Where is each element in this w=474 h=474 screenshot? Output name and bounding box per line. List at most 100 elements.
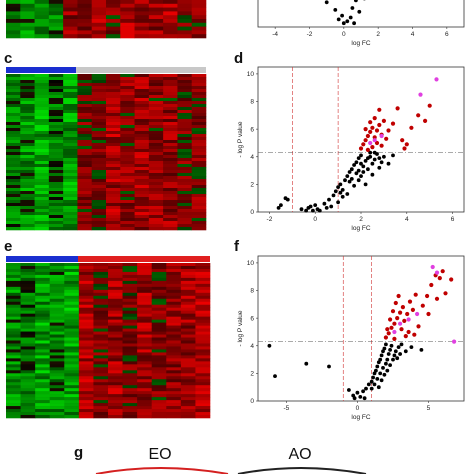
point-not-significant [378, 357, 383, 362]
heatmap-cell [106, 173, 121, 177]
heatmap-cell [195, 364, 211, 368]
heatmap-cell [78, 361, 94, 365]
heatmap-cell [108, 337, 123, 341]
heatmap-cell [137, 391, 153, 395]
heatmap-cell [20, 361, 36, 365]
heatmap-cell [20, 367, 36, 371]
heatmap-cell [122, 301, 138, 306]
heatmap-cell [20, 358, 36, 362]
heatmap-cell [163, 116, 178, 120]
heatmap-cell [151, 334, 167, 338]
heatmap-cell [49, 263, 65, 267]
heatmap-cell [120, 19, 135, 24]
heatmap-cell [49, 301, 65, 306]
heatmap-cell [148, 209, 164, 213]
heatmap-cell [93, 370, 109, 374]
point-not-significant [358, 395, 363, 399]
heatmap-cell [48, 15, 64, 20]
heatmap-cell [177, 215, 193, 219]
heatmap-cell [20, 310, 36, 314]
heatmap-cell [195, 307, 211, 311]
heatmap-cell [134, 170, 150, 174]
heatmap-cell [77, 34, 93, 39]
heatmap-cell [191, 149, 207, 153]
y-tick-label: 8 [250, 288, 254, 295]
heatmap-cell [151, 352, 167, 356]
heatmap-cell [48, 137, 64, 141]
heatmap-cell [108, 263, 123, 267]
heatmap-cell [180, 322, 196, 326]
heatmap-cell [106, 227, 121, 231]
heatmap-cell [166, 325, 182, 329]
heatmap-cell [6, 403, 21, 407]
point-not-significant [352, 163, 356, 167]
heatmap-cell [148, 134, 164, 138]
heatmap-cell [64, 379, 80, 383]
heatmap-c-group-bar-ao [76, 67, 206, 73]
heatmap-cell [91, 125, 107, 129]
point-significant [409, 125, 414, 130]
heatmap-cell [134, 188, 150, 192]
heatmap-cell [91, 143, 107, 147]
heatmap-cell [6, 289, 21, 294]
point-significant [395, 316, 400, 321]
heatmap-cell [195, 316, 211, 320]
heatmap-cell [20, 403, 36, 407]
heatmap-cell [191, 125, 207, 129]
heatmap-cell [148, 194, 164, 198]
heatmap-cell [64, 385, 80, 389]
heatmap-cell [163, 89, 178, 93]
heatmap-cell [64, 358, 80, 362]
heatmap-cell [134, 98, 150, 102]
heatmap-cell [163, 11, 178, 16]
heatmap-cell [35, 379, 51, 383]
point-significant [400, 138, 405, 143]
heatmap-cell [93, 268, 109, 273]
point-significant [398, 310, 403, 315]
heatmap-cell [166, 274, 182, 279]
heatmap-cell [134, 227, 150, 231]
heatmap-cell [78, 400, 94, 404]
heatmap-cell [49, 376, 65, 380]
heatmap-cell [6, 409, 21, 413]
heatmap-cell [93, 310, 109, 314]
heatmap-cell [48, 203, 64, 207]
point-not-significant [317, 208, 322, 213]
heatmap-cell [91, 140, 107, 144]
heatmap-cell [163, 104, 178, 108]
heatmap-cell [49, 292, 65, 297]
heatmap-cell [77, 74, 93, 78]
heatmap-cell [137, 409, 153, 413]
x-tick-label: 4 [405, 216, 409, 223]
heatmap-cell [48, 155, 64, 159]
heatmap-cell [20, 200, 35, 204]
heatmap-cell [6, 191, 21, 195]
heatmap-cell [49, 289, 65, 294]
point-significant [443, 291, 448, 296]
heatmap-cell [134, 110, 150, 114]
heatmap-cell [49, 382, 65, 386]
heatmap-cell [6, 319, 21, 323]
heatmap-cell [93, 298, 109, 303]
heatmap-cell [20, 119, 35, 123]
heatmap-cell [34, 98, 50, 102]
heatmap-cell [106, 161, 121, 165]
heatmap-cell [151, 265, 167, 270]
heatmap-cell [177, 137, 193, 141]
heatmap-cell [177, 110, 193, 114]
heatmap-cell [93, 307, 109, 311]
point-significant [385, 327, 390, 332]
heatmap-cell [34, 122, 50, 126]
heatmap-cell [177, 119, 193, 123]
heatmap-cell [108, 370, 123, 374]
heatmap-cell [137, 385, 153, 389]
heatmap-cell [20, 265, 36, 270]
heatmap-cell [191, 152, 207, 156]
heatmap-cell [151, 364, 167, 368]
heatmap-cell [148, 155, 164, 159]
heatmap-cell [48, 164, 64, 168]
heatmap-cell [137, 271, 153, 276]
heatmap-cell [35, 310, 51, 314]
heatmap-cell [122, 412, 138, 416]
